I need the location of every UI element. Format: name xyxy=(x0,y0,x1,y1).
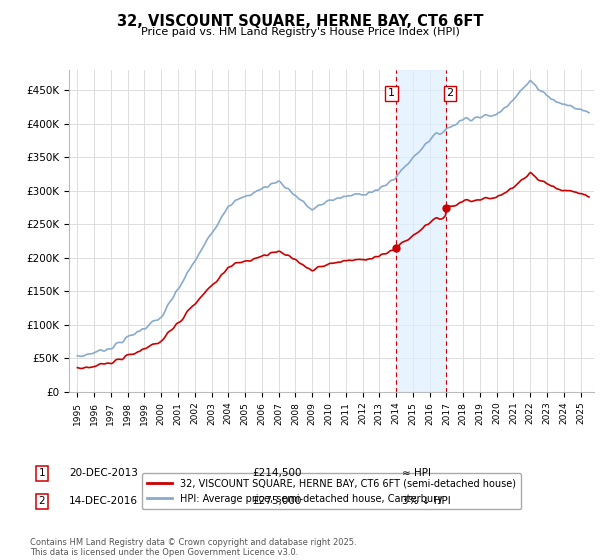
Text: 3% ↓ HPI: 3% ↓ HPI xyxy=(402,496,451,506)
Text: ≈ HPI: ≈ HPI xyxy=(402,468,431,478)
Text: 2: 2 xyxy=(38,496,46,506)
Text: Contains HM Land Registry data © Crown copyright and database right 2025.
This d: Contains HM Land Registry data © Crown c… xyxy=(30,538,356,557)
Text: 32, VISCOUNT SQUARE, HERNE BAY, CT6 6FT: 32, VISCOUNT SQUARE, HERNE BAY, CT6 6FT xyxy=(117,14,483,29)
Text: £214,500: £214,500 xyxy=(252,468,302,478)
Text: Price paid vs. HM Land Registry's House Price Index (HPI): Price paid vs. HM Land Registry's House … xyxy=(140,27,460,37)
Bar xyxy=(395,70,446,392)
Legend: 32, VISCOUNT SQUARE, HERNE BAY, CT6 6FT (semi-detached house), HPI: Average pric: 32, VISCOUNT SQUARE, HERNE BAY, CT6 6FT … xyxy=(142,473,521,510)
Text: 1: 1 xyxy=(38,468,46,478)
Text: 20-DEC-2013: 20-DEC-2013 xyxy=(69,468,138,478)
Text: 2: 2 xyxy=(446,88,454,99)
Text: 1: 1 xyxy=(388,88,395,99)
Text: £275,000: £275,000 xyxy=(252,496,301,506)
Text: 14-DEC-2016: 14-DEC-2016 xyxy=(69,496,138,506)
